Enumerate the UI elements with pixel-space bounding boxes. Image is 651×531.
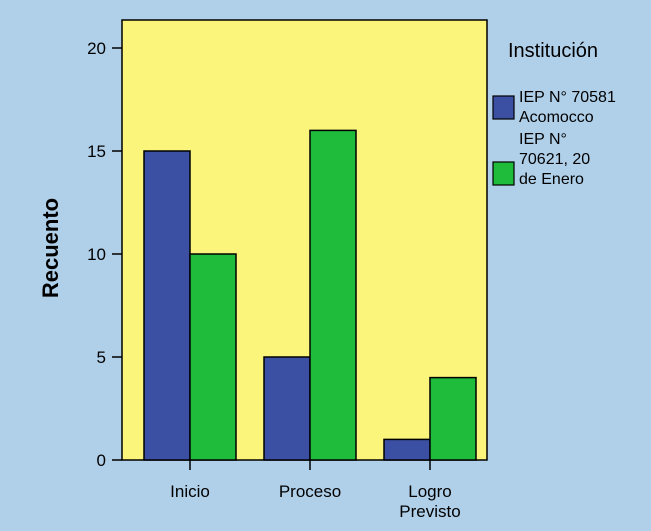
x-axis: Inicio Proceso Logro Previsto xyxy=(170,460,461,521)
y-axis-label: Recuento xyxy=(38,198,63,298)
y-tick-label-2: 10 xyxy=(87,245,106,264)
x-tick-label-1: Proceso xyxy=(279,482,341,501)
legend: Institución IEP N° 70581 Acomocco IEP N° 70… xyxy=(492,40,616,188)
legend-swatch-1 xyxy=(492,161,515,186)
bar-1-series-1 xyxy=(309,129,357,461)
bar-1-series-0 xyxy=(263,356,311,461)
y-tick-label-3: 15 xyxy=(87,142,106,161)
y-axis: 0 5 10 15 20 xyxy=(87,39,122,470)
bar-0-series-0 xyxy=(143,150,191,461)
bar-2-series-1 xyxy=(429,376,477,461)
legend-label-1: IEP N° 70621, 20 de Enero xyxy=(519,131,590,188)
y-tick-label-1: 5 xyxy=(97,348,106,367)
bar-2-series-0 xyxy=(383,438,431,461)
x-tick-label-0: Inicio xyxy=(170,482,210,501)
legend-swatch-0 xyxy=(492,95,515,120)
legend-title: Institución xyxy=(508,40,598,62)
legend-label-0: IEP N° 70581 Acomocco xyxy=(519,89,616,126)
x-tick-label-2: Logro Previsto xyxy=(399,482,460,521)
bars xyxy=(143,129,477,461)
y-tick-label-4: 20 xyxy=(87,39,106,58)
y-tick-label-0: 0 xyxy=(97,451,106,470)
bar-0-series-1 xyxy=(189,253,237,461)
